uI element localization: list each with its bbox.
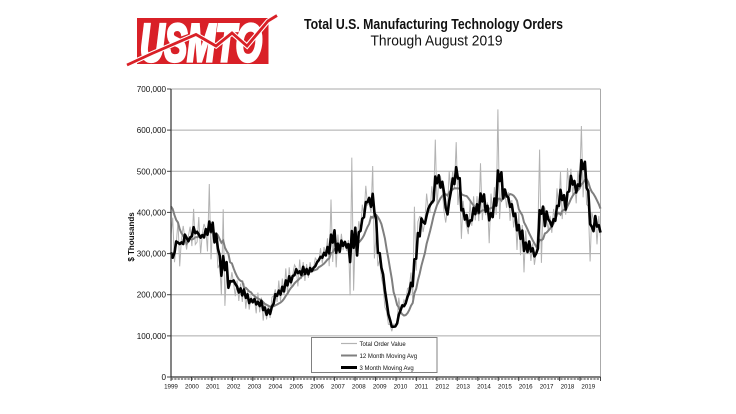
svg-text:Through August 2019: Through August 2019 [371, 33, 503, 50]
svg-text:2018: 2018 [561, 384, 575, 391]
svg-text:2002: 2002 [227, 384, 241, 391]
svg-text:2005: 2005 [289, 384, 303, 391]
svg-text:2006: 2006 [310, 384, 324, 391]
svg-text:2000: 2000 [185, 384, 199, 391]
svg-text:Total Order Value: Total Order Value [360, 342, 407, 348]
svg-text:2004: 2004 [268, 384, 282, 391]
svg-text:2019: 2019 [581, 384, 595, 391]
svg-text:2016: 2016 [519, 384, 533, 391]
svg-text:3 Month Moving Avg: 3 Month Moving Avg [360, 366, 414, 372]
svg-text:Total U.S. Manufacturing Techn: Total U.S. Manufacturing Technology Orde… [304, 16, 563, 33]
svg-text:700,000: 700,000 [137, 85, 167, 94]
svg-text:200,000: 200,000 [137, 291, 167, 300]
svg-text:2011: 2011 [415, 384, 429, 391]
svg-text:2012: 2012 [435, 384, 449, 391]
svg-text:2015: 2015 [498, 384, 512, 391]
svg-text:2001: 2001 [206, 384, 220, 391]
svg-text:2008: 2008 [352, 384, 366, 391]
svg-text:0: 0 [161, 373, 166, 382]
svg-text:2014: 2014 [477, 384, 491, 391]
svg-text:500,000: 500,000 [137, 167, 167, 176]
svg-text:2007: 2007 [331, 384, 345, 391]
svg-text:12 Month Moving Avg: 12 Month Moving Avg [360, 354, 418, 360]
svg-text:$ Thousands: $ Thousands [127, 212, 136, 262]
svg-text:2009: 2009 [373, 384, 387, 391]
svg-text:2010: 2010 [394, 384, 408, 391]
svg-text:2003: 2003 [248, 384, 262, 391]
svg-text:400,000: 400,000 [137, 208, 167, 217]
svg-text:2017: 2017 [540, 384, 554, 391]
svg-text:1999: 1999 [164, 384, 178, 391]
svg-text:600,000: 600,000 [137, 126, 167, 135]
svg-text:100,000: 100,000 [137, 332, 167, 341]
svg-text:300,000: 300,000 [137, 250, 167, 259]
svg-text:2013: 2013 [456, 384, 470, 391]
